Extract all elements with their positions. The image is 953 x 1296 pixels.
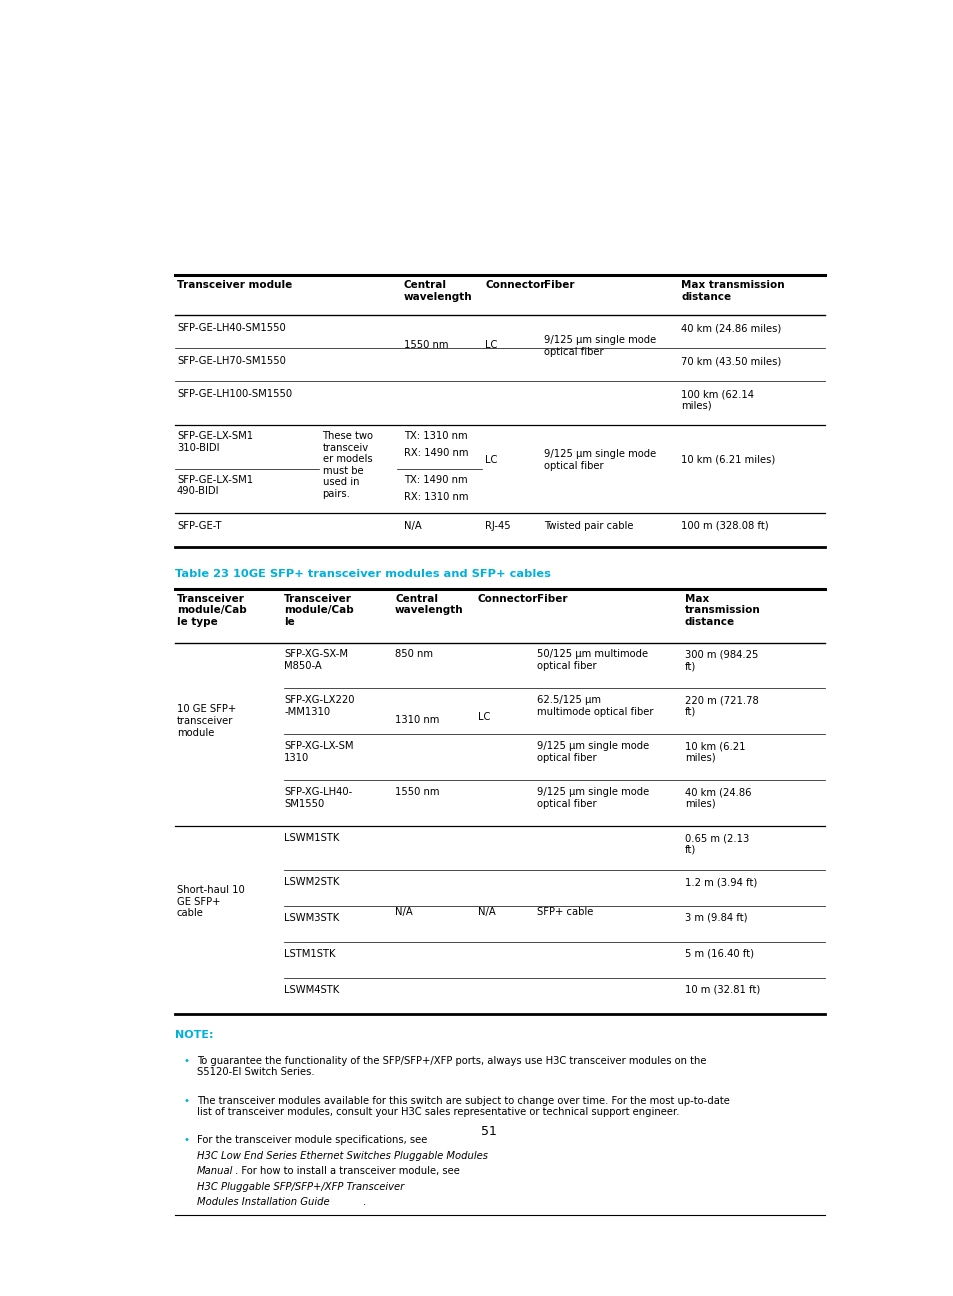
Text: Transceiver module: Transceiver module <box>176 280 292 290</box>
Text: RJ-45: RJ-45 <box>485 521 510 531</box>
Text: LC: LC <box>485 455 497 465</box>
Text: . For how to install a transceiver module, see: . For how to install a transceiver modul… <box>235 1166 463 1177</box>
Text: 40 km (24.86
miles): 40 km (24.86 miles) <box>684 787 751 809</box>
Text: Transceiver
module/Cab
le type: Transceiver module/Cab le type <box>176 594 247 627</box>
Text: 51: 51 <box>480 1125 497 1138</box>
Text: For the transceiver module specifications, see: For the transceiver module specification… <box>196 1135 430 1146</box>
Text: Modules Installation Guide: Modules Installation Guide <box>196 1198 329 1208</box>
Text: 1.2 m (3.94 ft): 1.2 m (3.94 ft) <box>684 877 757 886</box>
Text: Connector: Connector <box>485 280 545 290</box>
Text: Transceiver
module/Cab
le: Transceiver module/Cab le <box>284 594 354 627</box>
Text: Fiber: Fiber <box>537 594 567 604</box>
Text: 10 km (6.21 miles): 10 km (6.21 miles) <box>680 455 775 465</box>
Text: LC: LC <box>477 713 490 722</box>
Text: 9/125 μm single mode
optical fiber: 9/125 μm single mode optical fiber <box>537 787 649 809</box>
Text: 220 m (721.78
ft): 220 m (721.78 ft) <box>684 696 758 717</box>
Text: 9/125 μm single mode
optical fiber: 9/125 μm single mode optical fiber <box>544 448 656 470</box>
Text: Short-haul 10
GE SFP+
cable: Short-haul 10 GE SFP+ cable <box>176 885 244 918</box>
Text: H3C Pluggable SFP/SFP+/XFP Transceiver: H3C Pluggable SFP/SFP+/XFP Transceiver <box>196 1182 404 1192</box>
Text: H3C Low End Series Ethernet Switches Pluggable Modules: H3C Low End Series Ethernet Switches Plu… <box>196 1151 487 1161</box>
Text: 1550 nm: 1550 nm <box>395 787 439 797</box>
Text: .: . <box>363 1198 366 1208</box>
Text: SFP-GE-T: SFP-GE-T <box>176 521 221 531</box>
Text: 10 m (32.81 ft): 10 m (32.81 ft) <box>684 985 760 995</box>
Text: •: • <box>183 1135 190 1146</box>
Text: 1310 nm: 1310 nm <box>395 715 439 726</box>
Text: 10 GE SFP+
transceiver
module: 10 GE SFP+ transceiver module <box>176 705 236 737</box>
Text: 850 nm: 850 nm <box>395 649 433 660</box>
Text: •: • <box>183 1056 190 1065</box>
Text: TX: 1310 nm: TX: 1310 nm <box>403 432 467 441</box>
Text: SFP+ cable: SFP+ cable <box>537 907 593 918</box>
Text: SFP-GE-LH100-SM1550: SFP-GE-LH100-SM1550 <box>176 389 292 399</box>
Text: 100 m (328.08 ft): 100 m (328.08 ft) <box>680 521 768 531</box>
Text: N/A: N/A <box>403 521 421 531</box>
Text: SFP-GE-LX-SM1
310-BIDI: SFP-GE-LX-SM1 310-BIDI <box>176 432 253 452</box>
Text: SFP-GE-LH40-SM1550: SFP-GE-LH40-SM1550 <box>176 323 285 333</box>
Text: 50/125 μm multimode
optical fiber: 50/125 μm multimode optical fiber <box>537 649 647 671</box>
Text: Fiber: Fiber <box>544 280 575 290</box>
Text: 62.5/125 μm
multimode optical fiber: 62.5/125 μm multimode optical fiber <box>537 696 653 717</box>
Text: Central
wavelength: Central wavelength <box>403 280 472 302</box>
Text: Manual: Manual <box>196 1166 233 1177</box>
Text: Central
wavelength: Central wavelength <box>395 594 463 616</box>
Text: 40 km (24.86 miles): 40 km (24.86 miles) <box>680 323 781 333</box>
Text: RX: 1310 nm: RX: 1310 nm <box>403 491 468 502</box>
Text: 9/125 μm single mode
optical fiber: 9/125 μm single mode optical fiber <box>544 336 656 356</box>
Text: LC: LC <box>485 340 497 350</box>
Text: These two
transceiv
er models
must be
used in
pairs.: These two transceiv er models must be us… <box>322 432 374 499</box>
Text: NOTE:: NOTE: <box>174 1030 213 1039</box>
Text: Twisted pair cable: Twisted pair cable <box>544 521 633 531</box>
Text: TX: 1490 nm: TX: 1490 nm <box>403 474 467 485</box>
Text: SFP-GE-LX-SM1
490-BIDI: SFP-GE-LX-SM1 490-BIDI <box>176 474 253 496</box>
Text: LSTM1STK: LSTM1STK <box>284 949 335 959</box>
Text: SFP-XG-LH40-
SM1550: SFP-XG-LH40- SM1550 <box>284 787 352 809</box>
Text: 0.65 m (2.13
ft): 0.65 m (2.13 ft) <box>684 833 748 854</box>
Text: Table 23 10GE SFP+ transceiver modules and SFP+ cables: Table 23 10GE SFP+ transceiver modules a… <box>174 569 550 578</box>
Text: 70 km (43.50 miles): 70 km (43.50 miles) <box>680 356 781 365</box>
Text: Connector: Connector <box>477 594 537 604</box>
Text: 100 km (62.14
miles): 100 km (62.14 miles) <box>680 389 754 411</box>
Text: SFP-XG-SX-M
M850-A: SFP-XG-SX-M M850-A <box>284 649 348 671</box>
Text: To guarantee the functionality of the SFP/SFP+/XFP ports, always use H3C transce: To guarantee the functionality of the SF… <box>196 1056 705 1077</box>
Text: LSWM2STK: LSWM2STK <box>284 877 339 886</box>
Text: RX: 1490 nm: RX: 1490 nm <box>403 448 468 457</box>
Text: •: • <box>183 1095 190 1105</box>
Text: SFP-XG-LX220
-MM1310: SFP-XG-LX220 -MM1310 <box>284 696 355 717</box>
Text: LSWM3STK: LSWM3STK <box>284 912 339 923</box>
Text: 300 m (984.25
ft): 300 m (984.25 ft) <box>684 649 758 671</box>
Text: 5 m (16.40 ft): 5 m (16.40 ft) <box>684 949 753 959</box>
Text: 3 m (9.84 ft): 3 m (9.84 ft) <box>684 912 746 923</box>
Text: 1550 nm: 1550 nm <box>403 340 448 350</box>
Text: LSWM4STK: LSWM4STK <box>284 985 339 995</box>
Text: SFP-GE-LH70-SM1550: SFP-GE-LH70-SM1550 <box>176 356 286 365</box>
Text: Max transmission
distance: Max transmission distance <box>680 280 784 302</box>
Text: SFP-XG-LX-SM
1310: SFP-XG-LX-SM 1310 <box>284 741 354 763</box>
Text: LSWM1STK: LSWM1STK <box>284 833 339 844</box>
Text: N/A: N/A <box>395 907 413 918</box>
Text: 9/125 μm single mode
optical fiber: 9/125 μm single mode optical fiber <box>537 741 649 763</box>
Text: The transceiver modules available for this switch are subject to change over tim: The transceiver modules available for th… <box>196 1095 729 1117</box>
Text: 10 km (6.21
miles): 10 km (6.21 miles) <box>684 741 744 763</box>
Text: N/A: N/A <box>477 907 495 918</box>
Text: Max
transmission
distance: Max transmission distance <box>684 594 760 627</box>
